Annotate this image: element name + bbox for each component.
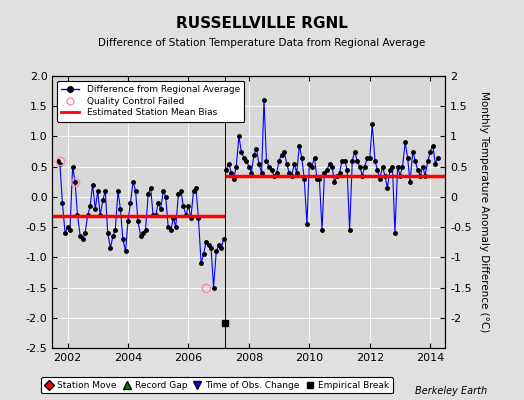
Y-axis label: Monthly Temperature Anomaly Difference (°C): Monthly Temperature Anomaly Difference (… [479, 91, 489, 333]
Text: RUSSELLVILLE RGNL: RUSSELLVILLE RGNL [176, 16, 348, 31]
Text: Berkeley Earth: Berkeley Earth [415, 386, 487, 396]
Text: Difference of Station Temperature Data from Regional Average: Difference of Station Temperature Data f… [99, 38, 425, 48]
Legend: Difference from Regional Average, Quality Control Failed, Estimated Station Mean: Difference from Regional Average, Qualit… [57, 80, 245, 122]
Legend: Station Move, Record Gap, Time of Obs. Change, Empirical Break: Station Move, Record Gap, Time of Obs. C… [41, 377, 392, 394]
